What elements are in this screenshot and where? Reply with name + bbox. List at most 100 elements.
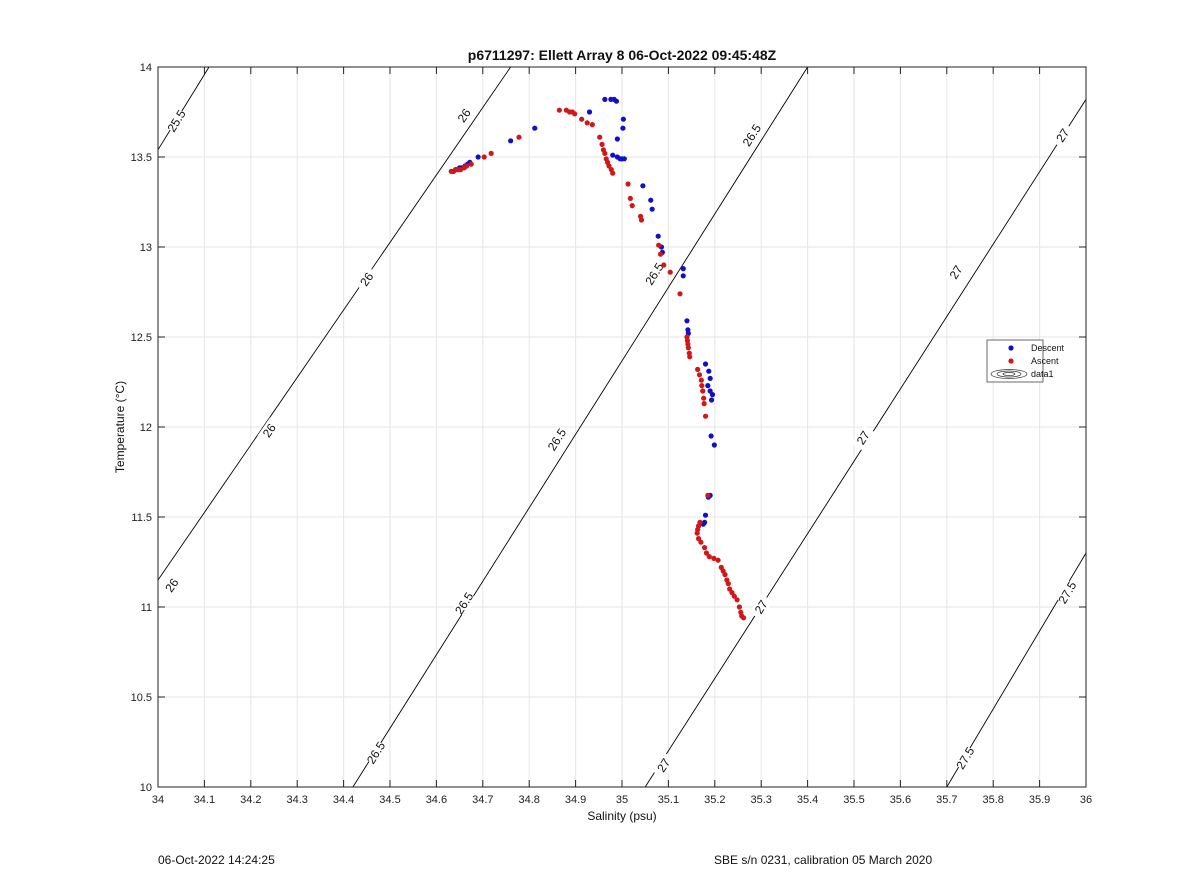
ascent-point (516, 134, 522, 140)
x-tick-label: 34.4 (333, 794, 354, 806)
x-tick-label: 35.9 (1029, 794, 1050, 806)
x-tick-label: 35.3 (750, 794, 771, 806)
contour-label-gap (159, 572, 184, 599)
ascent-point (701, 395, 707, 401)
x-tick-label: 35.7 (936, 794, 957, 806)
descent-point (680, 273, 686, 279)
y-tick-label: 13 (140, 242, 152, 254)
ascent-point (698, 539, 704, 545)
density-contour-line (158, 67, 512, 581)
ascent-point (706, 554, 712, 560)
x-tick-label: 34.5 (379, 794, 400, 806)
ascent-point (702, 413, 709, 419)
descent-point (706, 368, 712, 374)
print-timestamp: 06-Oct-2022 14:24:25 (158, 853, 275, 867)
x-tick-label: 34.2 (240, 794, 261, 806)
contour-label-gap (944, 259, 968, 286)
contour-label-gap (749, 593, 774, 621)
ascent-point (734, 597, 740, 603)
contour-label-gap (1050, 122, 1075, 149)
x-tick-label: 34 (152, 794, 164, 806)
ascent-point (556, 107, 562, 113)
ascent-point (699, 383, 705, 389)
contour-label-gap (164, 107, 189, 135)
descent-point (708, 397, 715, 403)
descent-point (620, 116, 626, 122)
descent-point (709, 392, 716, 398)
contour-label-gap (452, 590, 477, 617)
axis-ticks: 34 34.1 34.2 34.3 34.4 34.5 34.6 34.7 34.8 34.9 35… (131, 62, 1093, 806)
ascent-point (638, 217, 645, 223)
ascent-point (694, 530, 700, 536)
x-tick-label: 35.4 (797, 794, 818, 806)
legend-label: Ascent (1031, 356, 1059, 366)
ascent-point (725, 581, 731, 587)
descent-point (680, 266, 686, 272)
contour-label-gap (364, 739, 388, 766)
x-tick-label: 34.6 (426, 794, 447, 806)
ascent-point (610, 170, 616, 176)
x-tick-label: 35.1 (658, 794, 679, 806)
ascent-point (468, 161, 474, 167)
contour-label-gap (1055, 579, 1080, 606)
ascent-point (602, 150, 608, 156)
contour-label-gap (452, 102, 477, 129)
descent-point (648, 197, 654, 203)
contour-label-gap (651, 752, 676, 779)
ascent-point (701, 401, 707, 407)
ascent-point (722, 572, 728, 578)
descent-point (621, 156, 627, 162)
contour-label-gap (545, 426, 569, 453)
contour-label-gap (851, 424, 876, 451)
descent-point (508, 138, 514, 144)
descent-point (655, 233, 661, 239)
legend: Descent Ascent data1 (986, 339, 1065, 383)
ascent-point (627, 195, 633, 201)
y-tick-label: 11.5 (131, 512, 152, 524)
x-tick-label: 36 (1080, 794, 1092, 806)
legend-box (986, 339, 1044, 383)
ascent-point (711, 555, 717, 562)
ascent-point (687, 354, 693, 360)
descent-point (702, 512, 709, 518)
x-tick-label: 34.3 (286, 794, 307, 806)
descent-point (707, 375, 713, 381)
contour-label-gap (953, 745, 977, 772)
descent-point (613, 98, 620, 104)
x-tick-label: 35 (616, 794, 628, 806)
ascent-point (705, 492, 711, 498)
ascent-point (677, 291, 683, 297)
descent-point (532, 125, 538, 131)
descent-point (620, 125, 626, 131)
ascent-point (696, 372, 703, 378)
ascent-point (685, 345, 691, 351)
ascent-point (661, 262, 667, 268)
ascent-point (700, 388, 706, 394)
legend-label: Descent (1031, 343, 1065, 353)
ascent-point (625, 181, 631, 187)
ascent-point (701, 545, 708, 551)
ascent-point (715, 557, 721, 563)
descent-point (610, 152, 616, 158)
legend-contour-marker (996, 370, 1022, 378)
y-tick-label: 12.5 (131, 332, 152, 344)
descent-point (640, 183, 646, 189)
ascent-point (667, 269, 673, 275)
ascent-point (656, 242, 662, 248)
ascent-point (481, 154, 487, 160)
ascent-point (579, 116, 585, 122)
legend-contour-marker (1002, 372, 1016, 376)
y-tick-label: 14 (140, 62, 152, 74)
descent-point (602, 96, 608, 102)
legend-label: data1 (1031, 369, 1054, 379)
density-contour-line (352, 67, 808, 787)
descent-point (711, 442, 717, 448)
y-tick-label: 13.5 (131, 152, 152, 164)
ascent-point (629, 203, 635, 209)
density-contour-labels: 25.52626262626.526.526.526.526.527272727… (159, 102, 1080, 779)
y-tick-label: 10 (140, 782, 152, 794)
ascent-point (698, 377, 704, 383)
contour-label-gap (642, 260, 667, 288)
descent-point (705, 383, 711, 389)
calibration-note: SBE s/n 0231, calibration 05 March 2020 (714, 853, 933, 867)
